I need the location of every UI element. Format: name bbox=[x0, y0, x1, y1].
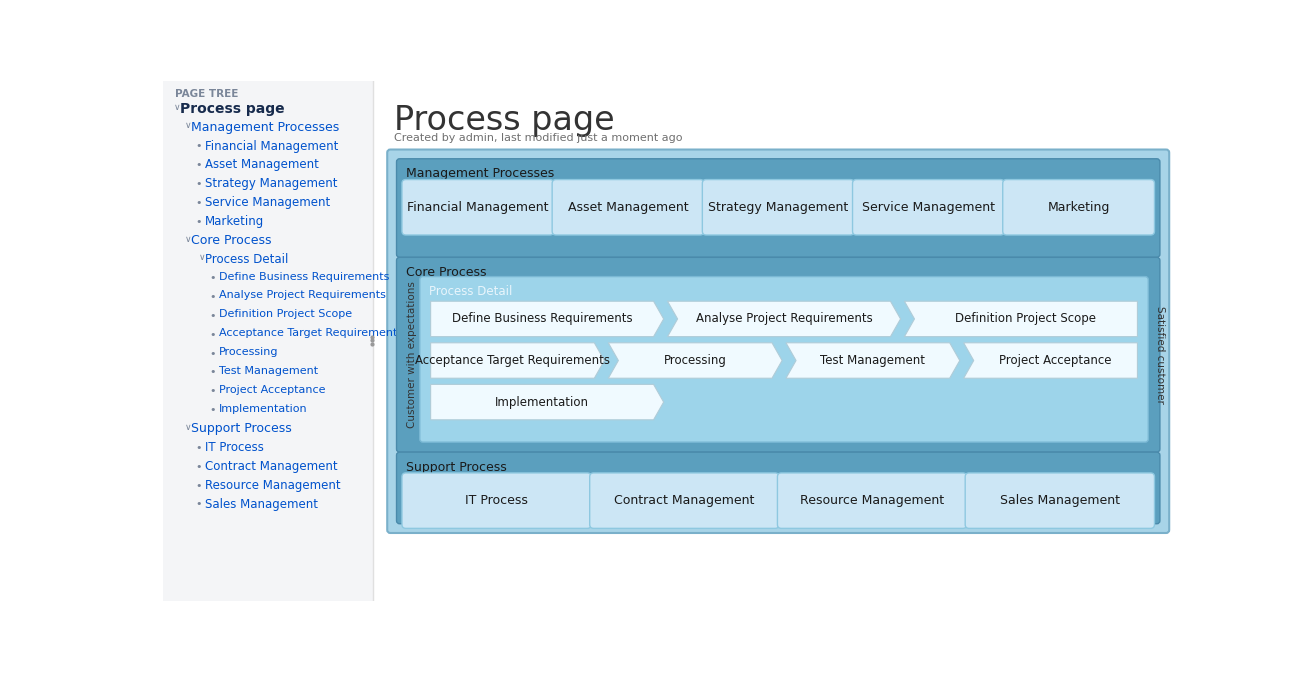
Text: ∨: ∨ bbox=[199, 254, 205, 263]
Text: Define Business Requirements: Define Business Requirements bbox=[219, 271, 389, 281]
Bar bbox=[163, 81, 372, 601]
FancyBboxPatch shape bbox=[419, 277, 1148, 442]
Text: •: • bbox=[210, 386, 217, 396]
Text: Process Detail: Process Detail bbox=[430, 285, 512, 298]
Text: Project Acceptance: Project Acceptance bbox=[219, 385, 325, 395]
Text: Strategy Management: Strategy Management bbox=[205, 178, 337, 190]
FancyBboxPatch shape bbox=[1003, 180, 1155, 235]
Text: Support Process: Support Process bbox=[191, 423, 293, 435]
Polygon shape bbox=[431, 384, 663, 420]
Text: IT Process: IT Process bbox=[465, 494, 528, 507]
Text: Analyse Project Requirements: Analyse Project Requirements bbox=[696, 313, 872, 325]
Text: IT Process: IT Process bbox=[205, 441, 264, 454]
Text: Definition Project Scope: Definition Project Scope bbox=[956, 313, 1097, 325]
Text: Process Detail: Process Detail bbox=[205, 252, 289, 266]
FancyBboxPatch shape bbox=[402, 180, 554, 235]
Text: •: • bbox=[210, 329, 217, 340]
Text: •: • bbox=[210, 348, 217, 358]
Text: Support Process: Support Process bbox=[406, 460, 507, 474]
Text: Satisfied customer: Satisfied customer bbox=[1155, 306, 1165, 404]
Text: Management Processes: Management Processes bbox=[406, 167, 554, 180]
Text: Contract Management: Contract Management bbox=[205, 460, 338, 473]
Text: Financial Management: Financial Management bbox=[407, 200, 549, 214]
Text: •: • bbox=[196, 160, 202, 170]
Text: •: • bbox=[196, 179, 202, 189]
Text: •: • bbox=[196, 141, 202, 151]
Text: •: • bbox=[210, 292, 217, 302]
Text: Test Management: Test Management bbox=[820, 354, 926, 367]
Text: Define Business Requirements: Define Business Requirements bbox=[452, 313, 632, 325]
Text: Test Management: Test Management bbox=[219, 366, 319, 376]
Text: Sales Management: Sales Management bbox=[1000, 494, 1119, 507]
Text: Processing: Processing bbox=[219, 347, 278, 357]
Text: ∨: ∨ bbox=[185, 235, 192, 244]
Text: ∨: ∨ bbox=[185, 122, 192, 130]
Text: Customer with expectations: Customer with expectations bbox=[407, 281, 417, 428]
Polygon shape bbox=[431, 301, 663, 337]
FancyBboxPatch shape bbox=[552, 180, 704, 235]
Text: Project Acceptance: Project Acceptance bbox=[999, 354, 1111, 367]
Text: Asset Management: Asset Management bbox=[205, 159, 319, 171]
Text: •: • bbox=[196, 443, 202, 453]
Text: Implementation: Implementation bbox=[495, 396, 589, 408]
Text: Asset Management: Asset Management bbox=[568, 200, 688, 214]
Polygon shape bbox=[667, 301, 901, 337]
Text: Resource Management: Resource Management bbox=[801, 494, 944, 507]
FancyBboxPatch shape bbox=[397, 452, 1160, 524]
Text: Financial Management: Financial Management bbox=[205, 140, 338, 153]
Text: Service Management: Service Management bbox=[205, 196, 330, 209]
FancyBboxPatch shape bbox=[402, 473, 592, 529]
Text: ∨: ∨ bbox=[185, 423, 192, 432]
Text: Process page: Process page bbox=[180, 102, 285, 116]
Text: •: • bbox=[196, 198, 202, 208]
Text: Acceptance Target Requirements: Acceptance Target Requirements bbox=[415, 354, 610, 367]
FancyBboxPatch shape bbox=[397, 257, 1160, 452]
Text: •: • bbox=[196, 217, 202, 227]
Text: •: • bbox=[196, 462, 202, 472]
FancyBboxPatch shape bbox=[853, 180, 1004, 235]
FancyBboxPatch shape bbox=[965, 473, 1155, 529]
Text: Core Process: Core Process bbox=[406, 266, 486, 279]
FancyBboxPatch shape bbox=[590, 473, 778, 529]
FancyBboxPatch shape bbox=[397, 159, 1160, 257]
Text: Marketing: Marketing bbox=[205, 215, 264, 228]
Polygon shape bbox=[786, 343, 960, 378]
Text: •: • bbox=[210, 367, 217, 377]
Text: Process page: Process page bbox=[394, 104, 615, 137]
Text: Management Processes: Management Processes bbox=[191, 121, 340, 134]
Polygon shape bbox=[609, 343, 782, 378]
Text: •: • bbox=[210, 273, 217, 283]
Text: Marketing: Marketing bbox=[1047, 200, 1110, 214]
Text: Acceptance Target Requirements: Acceptance Target Requirements bbox=[219, 328, 404, 338]
Polygon shape bbox=[431, 343, 605, 378]
Text: Resource Management: Resource Management bbox=[205, 479, 341, 492]
Text: •: • bbox=[210, 311, 217, 321]
Polygon shape bbox=[964, 343, 1138, 378]
Text: Processing: Processing bbox=[663, 354, 726, 367]
Text: Implementation: Implementation bbox=[219, 404, 308, 414]
Text: •: • bbox=[210, 405, 217, 415]
Text: •: • bbox=[196, 481, 202, 491]
Text: Definition Project Scope: Definition Project Scope bbox=[219, 309, 353, 319]
Text: Analyse Project Requirements: Analyse Project Requirements bbox=[219, 290, 387, 300]
Text: Sales Management: Sales Management bbox=[205, 498, 319, 511]
Text: Core Process: Core Process bbox=[191, 234, 272, 247]
Text: ∨: ∨ bbox=[174, 103, 180, 111]
Text: Contract Management: Contract Management bbox=[614, 494, 755, 507]
Polygon shape bbox=[905, 301, 1138, 337]
FancyBboxPatch shape bbox=[777, 473, 966, 529]
FancyBboxPatch shape bbox=[703, 180, 854, 235]
FancyBboxPatch shape bbox=[387, 150, 1169, 533]
Text: Created by admin, last modified just a moment ago: Created by admin, last modified just a m… bbox=[394, 134, 683, 143]
Text: Service Management: Service Management bbox=[862, 200, 995, 214]
Text: PAGE TREE: PAGE TREE bbox=[175, 88, 238, 99]
Text: Strategy Management: Strategy Management bbox=[708, 200, 849, 214]
Text: •: • bbox=[196, 500, 202, 510]
